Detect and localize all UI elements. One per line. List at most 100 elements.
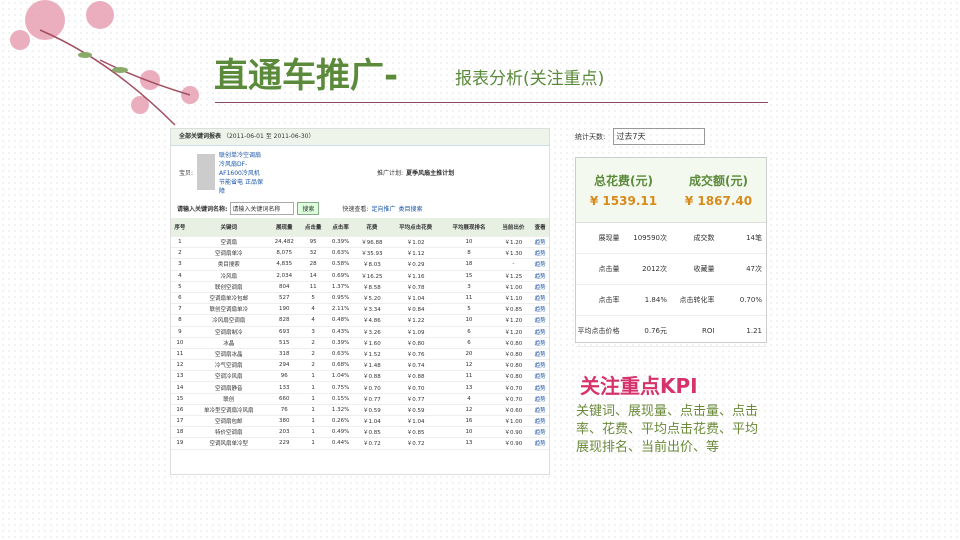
flower-decoration [10, 0, 199, 126]
table-row: 17 空调扇包邮 380 1 0.26% ￥1.04 ￥1.04 16 ￥1.00 趋势 [171, 415, 549, 428]
table-cell: 11 [442, 370, 496, 383]
table-cell: 空调扇单冷包邮 [188, 292, 269, 305]
total-cost: ¥ 1539.11 [589, 194, 658, 208]
table-cell: 18 [442, 258, 496, 271]
column-header: 查看 [531, 218, 549, 237]
trend-link[interactable]: 趋势 [531, 314, 549, 327]
table-cell: ￥0.85 [389, 426, 443, 439]
table-cell: ￥0.72 [354, 437, 389, 450]
table-cell: 0.49% [326, 426, 355, 439]
trend-link[interactable]: 趋势 [531, 348, 549, 361]
trend-link[interactable]: 趋势 [531, 258, 549, 271]
table-cell: 13 [442, 381, 496, 394]
column-header: 当前出价 [495, 218, 532, 237]
trend-link[interactable]: 趋势 [531, 292, 549, 305]
table-cell: 76 [268, 404, 300, 417]
table-cell: ￥0.60 [495, 404, 532, 417]
search-input[interactable]: 请输入关键词名称 [230, 201, 295, 215]
table-cell: 515 [268, 337, 300, 349]
table-cell: ￥1.48 [354, 359, 389, 372]
table-cell: ￥0.90 [495, 426, 532, 439]
table-cell: 0.58% [326, 258, 355, 271]
table-cell: ￥0.77 [354, 393, 389, 405]
table-cell: 24,482 [268, 236, 300, 249]
table-cell: ￥0.85 [495, 303, 532, 316]
quick-link[interactable]: 定向推广 [371, 205, 396, 213]
table-cell: ￥1.04 [389, 292, 443, 305]
stat-row: 点击量 2012次 收藏量 47次 [576, 254, 766, 285]
table-cell: 14 [299, 270, 327, 282]
item-name[interactable]: 联创单冷空调扇 冷风扇DF-AF1600冷风机 节能省电 正品保障 [219, 151, 263, 195]
table-cell: 8 [442, 247, 496, 260]
table-cell: 16 [442, 415, 496, 428]
trend-link[interactable]: 趋势 [531, 337, 549, 349]
trend-link[interactable]: 趋势 [531, 236, 549, 249]
table-cell: ￥0.88 [389, 370, 443, 383]
table-cell: 7 [171, 303, 189, 316]
table-cell: ￥1.00 [495, 281, 532, 293]
stat-row: 平均点击价格 0.76元 ROI 1.21 [576, 316, 766, 347]
table-cell: ￥0.77 [389, 393, 443, 405]
table-cell: 12 [442, 359, 496, 372]
table-cell: 13 [442, 437, 496, 450]
trend-link[interactable]: 趋势 [531, 281, 549, 293]
table-cell: 1.32% [326, 404, 355, 417]
table-cell: 0.69% [326, 270, 355, 282]
table-cell: 1 [171, 236, 189, 249]
column-header: 平均点击花费 [389, 218, 443, 237]
trend-link[interactable]: 趋势 [531, 270, 549, 282]
days-select[interactable]: 过去7天 [613, 128, 706, 145]
table-cell: ￥1.60 [354, 337, 389, 349]
table-cell: 11 [442, 292, 496, 305]
table-cell: 3 [442, 281, 496, 293]
table-cell: 318 [268, 348, 300, 361]
search-button[interactable]: 搜索 [297, 201, 320, 215]
trend-link[interactable]: 趋势 [531, 326, 549, 338]
trend-link[interactable]: 趋势 [531, 393, 549, 405]
trend-link[interactable]: 趋势 [531, 426, 549, 439]
trend-link[interactable]: 趋势 [531, 381, 549, 394]
table-cell: 10 [171, 337, 189, 349]
table-cell: 660 [268, 393, 300, 405]
table-cell: ￥1.10 [495, 292, 532, 305]
trend-link[interactable]: 趋势 [531, 370, 549, 383]
stat-value: 109590次 [633, 234, 667, 242]
trend-link[interactable]: 趋势 [531, 437, 549, 450]
kpi-title: 关注重点KPI [580, 374, 698, 398]
trend-link[interactable]: 趋势 [531, 247, 549, 260]
table-cell: ￥5.20 [354, 292, 389, 305]
trend-link[interactable]: 趋势 [531, 404, 549, 417]
table-cell: 15 [442, 270, 496, 282]
table-cell: ￥1.22 [389, 314, 443, 327]
stat-value: 14笔 [746, 234, 762, 242]
table-row: 10 冰晶 515 2 0.39% ￥1.60 ￥0.80 6 ￥0.80 趋势 [171, 337, 549, 349]
table-cell: 4,835 [268, 258, 300, 271]
stat-value: 47次 [746, 265, 762, 273]
table-cell: ￥0.80 [495, 359, 532, 372]
quick-link[interactable]: 类目搜索 [398, 205, 423, 213]
table-cell: ￥0.70 [389, 381, 443, 394]
stat-value: 0.76元 [644, 327, 667, 335]
trend-link[interactable]: 趋势 [531, 303, 549, 316]
table-cell: 1.04% [326, 370, 355, 383]
report-header: 全部关键词报表 （2011-06-01 至 2011-06-30） [171, 129, 549, 146]
table-cell: ￥1.25 [495, 270, 532, 282]
table-cell: 冷风扇 [188, 270, 269, 282]
table-cell: 1 [299, 381, 327, 394]
stat-label: 收藏量 [693, 265, 715, 273]
table-cell: ￥8.03 [354, 258, 389, 271]
table-cell: 0.95% [326, 292, 355, 305]
table-cell: 0.75% [326, 381, 355, 394]
table-cell: 95 [299, 236, 327, 249]
stat-label: 成交数 [693, 234, 715, 242]
table-cell: 2.11% [326, 303, 355, 316]
table-cell: ￥3.34 [354, 303, 389, 316]
table-cell: 0.43% [326, 326, 355, 338]
table-cell: ￥0.90 [495, 437, 532, 450]
table-row: 14 空调扇静音 133 1 0.75% ￥0.70 ￥0.70 13 ￥0.70 趋势 [171, 381, 549, 394]
trend-link[interactable]: 趋势 [531, 415, 549, 428]
table-cell: 空调冷风扇 [188, 370, 269, 383]
summary-box: 总花费(元) ¥ 1539.11 成交额(元) ¥ 1867.40 展现量 10959… [575, 157, 767, 347]
stat-label: 展现量 [598, 234, 620, 242]
trend-link[interactable]: 趋势 [531, 359, 549, 372]
